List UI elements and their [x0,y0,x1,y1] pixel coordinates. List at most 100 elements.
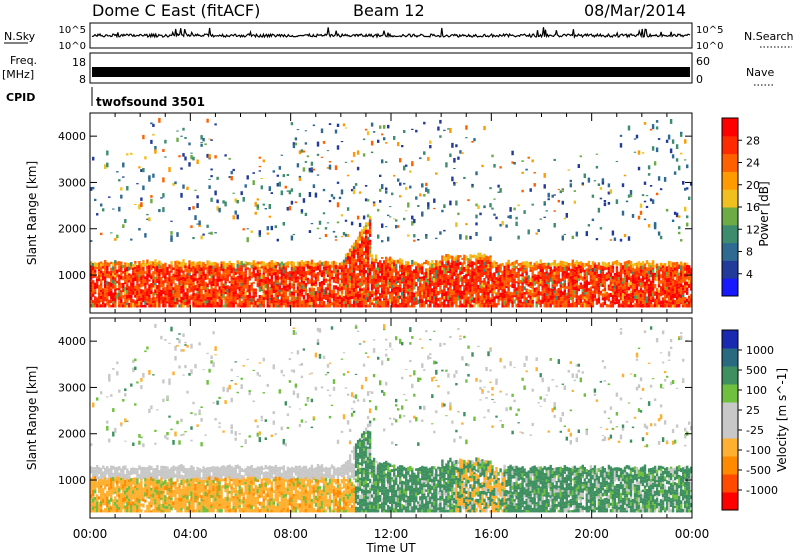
range-cell [108,281,111,284]
range-cell [196,283,199,288]
range-cell [393,136,396,140]
range-cell [419,302,422,308]
range-cell [377,299,380,304]
range-cell [483,282,486,285]
range-cell [577,299,581,303]
range-cell [98,482,101,486]
range-cell [134,488,137,492]
range-cell [100,292,103,296]
range-cell [346,283,350,288]
range-cell [537,271,540,275]
range-cell [296,301,300,305]
range-cell [292,299,296,302]
range-cell [519,267,522,272]
range-cell [232,265,235,268]
range-cell [481,264,484,269]
range-cell [216,275,219,279]
range-cell [621,183,625,188]
range-cell [106,298,109,301]
range-cell [312,168,316,171]
range-cell [374,297,378,301]
range-cell [621,281,625,284]
range-cell [525,288,528,291]
range-cell [595,238,599,241]
range-cell [364,293,368,297]
range-cell [437,261,440,266]
range-cell [423,300,426,305]
range-cell [324,296,328,300]
range-cell [477,289,480,293]
range-cell [130,266,133,270]
range-cell [680,291,683,295]
range-cell [591,264,595,268]
range-cell [475,301,478,305]
range-cell [362,264,366,268]
range-cell [421,270,424,275]
range-cell [358,278,362,283]
range-cell [188,288,191,293]
range-cell [246,237,249,243]
range-cell [387,268,390,272]
range-cell [673,293,677,298]
range-cell [278,271,282,275]
range-cell [254,300,257,306]
range-cell [140,274,143,277]
range-cell [555,300,558,303]
range-cell [489,236,492,241]
range-cell [136,497,139,502]
range-cell [553,271,556,275]
range-cell [627,194,631,198]
range-cell [635,303,639,308]
range-cell [176,264,179,269]
range-cell [667,286,671,290]
range-cell [192,292,195,297]
range-cell [142,474,145,477]
range-cell [671,280,675,286]
range-cell [487,295,490,299]
range-cell [411,289,414,292]
range-cell [138,271,141,275]
range-cell [387,262,390,267]
range-cell [340,141,344,143]
range-cell [226,270,229,275]
range-cell [108,262,111,267]
range-cell [102,465,105,469]
range-cell [108,291,111,297]
range-cell [286,272,290,275]
range-cell [114,300,117,303]
range-cell [595,273,599,279]
range-cell [232,287,235,290]
range-cell [541,268,544,273]
range-cell [455,222,458,227]
range-cell [134,491,137,496]
range-cell [104,273,107,277]
range-cell [214,305,217,308]
range-cell [120,283,123,286]
range-cell [623,288,627,292]
range-cell [258,298,262,301]
range-cell [290,300,294,304]
range-cell [405,210,408,212]
range-cell [401,287,404,292]
range-cell [387,258,390,261]
range-cell [328,297,332,300]
range-cell [475,255,478,259]
range-cell [90,261,93,266]
range-cell [160,280,163,285]
range-cell [381,257,384,259]
range-cell [547,282,550,285]
range-cell [216,199,219,204]
range-cell [370,293,374,298]
range-cell [509,291,512,296]
range-cell [563,217,567,220]
range-cell [114,475,117,479]
range-cell [399,288,402,293]
range-cell [529,295,532,300]
range-cell [360,290,364,293]
range-cell [148,261,151,266]
range-cell [124,268,127,273]
range-cell [449,276,452,280]
range-cell [152,133,155,136]
range-cell [623,266,627,270]
range-cell [222,268,225,272]
